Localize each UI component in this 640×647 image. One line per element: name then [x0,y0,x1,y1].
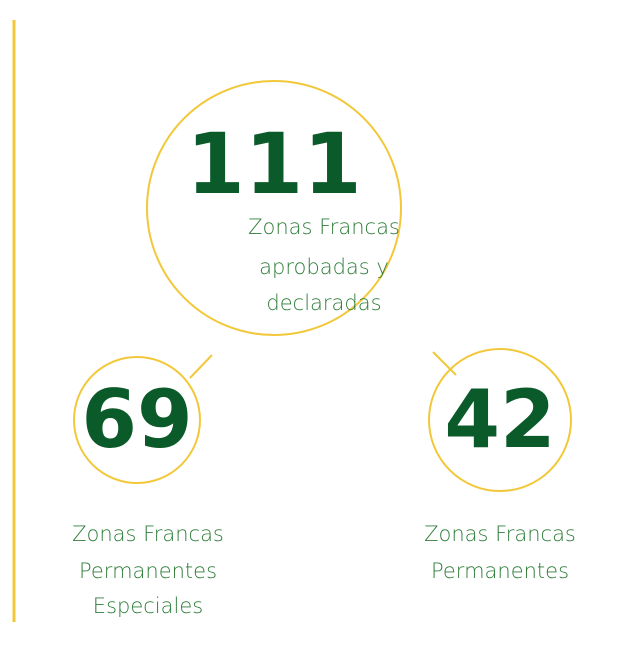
label-line: Especiales [93,594,203,618]
label-line: declaradas [266,291,381,315]
right-circle [428,348,572,492]
left-circle [73,356,201,484]
big-number: 69 [81,373,192,466]
label-line: Permanentes [431,559,569,583]
main-circle [146,80,402,336]
big-number: 111 [186,115,361,213]
label-line: Zonas Francas [424,522,576,546]
label-line: aprobadas y [259,255,389,279]
connector [189,354,213,379]
label-line: Permanentes [79,559,217,583]
label-line: Zonas Francas [72,522,224,546]
big-number: 42 [444,373,555,466]
connector [432,351,457,376]
label-line: Zonas Francas [248,215,400,239]
